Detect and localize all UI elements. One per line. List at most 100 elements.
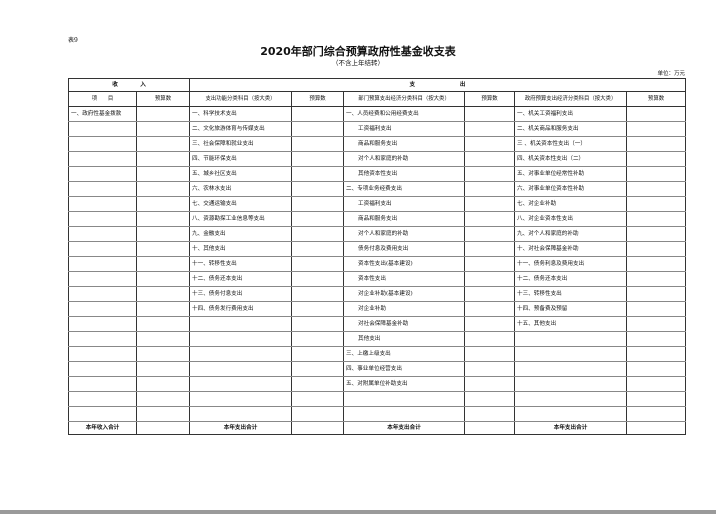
gov-item: 一、机关工资福利支出: [514, 106, 628, 122]
dept-item: 二、专项业务经费支出: [343, 181, 466, 197]
budget-amount: [626, 271, 687, 287]
budget-amount: [464, 406, 516, 422]
table-row: 三、上缴上级支出: [68, 346, 687, 362]
budget-amount: [626, 226, 687, 242]
column-header: 预算数: [626, 91, 687, 107]
budget-amount: [626, 286, 687, 302]
table-row: [68, 391, 687, 407]
func-item: 十三、债务付息支出: [189, 286, 293, 302]
table-row: 十四、债务发行费用支出 对企业补助 十四、预备费及预留: [68, 301, 687, 317]
dept-item: 债务付息及费用支出: [343, 241, 466, 257]
func-item: 一、科学技术支出: [189, 106, 293, 122]
total-label: 本年支出合计: [514, 421, 628, 435]
dept-item: 对企业补助(基本建设): [343, 286, 466, 302]
budget-amount: [291, 256, 345, 272]
budget-amount: [135, 166, 191, 182]
total-row: 本年收入合计 本年支出合计 本年支出合计 本年支出合计: [68, 421, 687, 435]
budget-amount: [291, 136, 345, 152]
gov-item: [514, 406, 628, 422]
budget-amount: [135, 391, 191, 407]
budget-amount: [626, 391, 687, 407]
budget-amount: [135, 136, 191, 152]
total-label: 本年收入合计: [68, 421, 137, 435]
budget-amount: [626, 256, 687, 272]
budget-amount: [626, 241, 687, 257]
budget-amount: [291, 271, 345, 287]
budget-amount: [135, 376, 191, 392]
income-item: [68, 226, 137, 242]
budget-amount: [291, 361, 345, 377]
income-item: [68, 256, 137, 272]
budget-amount: [464, 301, 516, 317]
budget-amount: [291, 106, 345, 122]
total-label: 本年支出合计: [343, 421, 466, 435]
budget-amount: [464, 211, 516, 227]
budget-amount: [464, 106, 516, 122]
gov-item: 九、对个人和家庭的补助: [514, 226, 628, 242]
budget-amount: [464, 121, 516, 137]
income-item: [68, 391, 137, 407]
table-row: 三、社会保障和就业支出 商品和服务支出 三 、机关资本性支出（一）: [68, 136, 687, 152]
budget-amount: [291, 376, 345, 392]
dept-item: 工资福利支出: [343, 121, 466, 137]
income-item: [68, 181, 137, 197]
budget-amount: [291, 286, 345, 302]
table-row: 十一、转移性支出 资本性支出(基本建设) 十一、债务利息及费用支出: [68, 256, 687, 272]
func-item: 九、金融支出: [189, 226, 293, 242]
budget-amount: [464, 151, 516, 167]
dept-item: 对个人和家庭的补助: [343, 151, 466, 167]
gov-item: [514, 376, 628, 392]
budget-amount: [291, 151, 345, 167]
budget-amount: [291, 121, 345, 137]
budget-amount: [464, 241, 516, 257]
dept-item: 四、事业单位经营支出: [343, 361, 466, 377]
budget-amount: [464, 361, 516, 377]
budget-amount: [464, 316, 516, 332]
table-row: 其他支出: [68, 331, 687, 347]
func-item: 二、文化旅游体育与传媒支出: [189, 121, 293, 137]
table-row: 十二、债务还本支出 资本性支出 十二、债务还本支出: [68, 271, 687, 287]
budget-amount: [135, 331, 191, 347]
budget-amount: [135, 256, 191, 272]
column-header: 支出功能分类科目（按大类）: [189, 91, 293, 107]
table-row: 对社会保障基金补助 十五、其他支出: [68, 316, 687, 332]
func-item: 六、农林水支出: [189, 181, 293, 197]
column-header: 项 目: [68, 91, 137, 107]
budget-amount: [135, 316, 191, 332]
budget-amount: [135, 241, 191, 257]
table-row: 五、城乡社区支出 其他资本性支出 五、对事业单位经常性补助: [68, 166, 687, 182]
budget-amount: [626, 181, 687, 197]
gov-item: [514, 361, 628, 377]
budget-amount: [464, 391, 516, 407]
dept-item: 资本性支出(基本建设): [343, 256, 466, 272]
table-row: 六、农林水支出 二、专项业务经费支出 六、对事业单位资本性补助: [68, 181, 687, 197]
income-item: 一、政府性基金拨款: [68, 106, 137, 122]
func-item: 十四、债务发行费用支出: [189, 301, 293, 317]
gov-item: 六、对事业单位资本性补助: [514, 181, 628, 197]
budget-amount: [135, 196, 191, 212]
income-header: 收 入: [67, 78, 191, 92]
func-item: [189, 346, 293, 362]
budget-amount: [135, 151, 191, 167]
income-item: [68, 286, 137, 302]
gov-item: 十五、其他支出: [514, 316, 628, 332]
gov-item: 二、机关商品和服务支出: [514, 121, 628, 137]
table-row: 九、金融支出 对个人和家庭的补助 九、对个人和家庭的补助: [68, 226, 687, 242]
budget-amount: [135, 301, 191, 317]
func-item: [189, 391, 293, 407]
func-item: [189, 331, 293, 347]
gov-item: 八、对企业资本性支出: [514, 211, 628, 227]
total-amount: [135, 421, 191, 435]
budget-amount: [626, 196, 687, 212]
income-item: [68, 361, 137, 377]
budget-amount: [464, 286, 516, 302]
gov-item: 四、机关资本性支出（二）: [514, 151, 628, 167]
column-header: 政府预算支出经济分类科目（按大类）: [514, 91, 628, 107]
budget-amount: [291, 196, 345, 212]
budget-amount: [464, 376, 516, 392]
dept-item: 商品和服务支出: [343, 211, 466, 227]
budget-amount: [291, 181, 345, 197]
budget-amount: [464, 136, 516, 152]
table-row: 五、对附属单位补助支出: [68, 376, 687, 392]
gov-item: 五、对事业单位经常性补助: [514, 166, 628, 182]
